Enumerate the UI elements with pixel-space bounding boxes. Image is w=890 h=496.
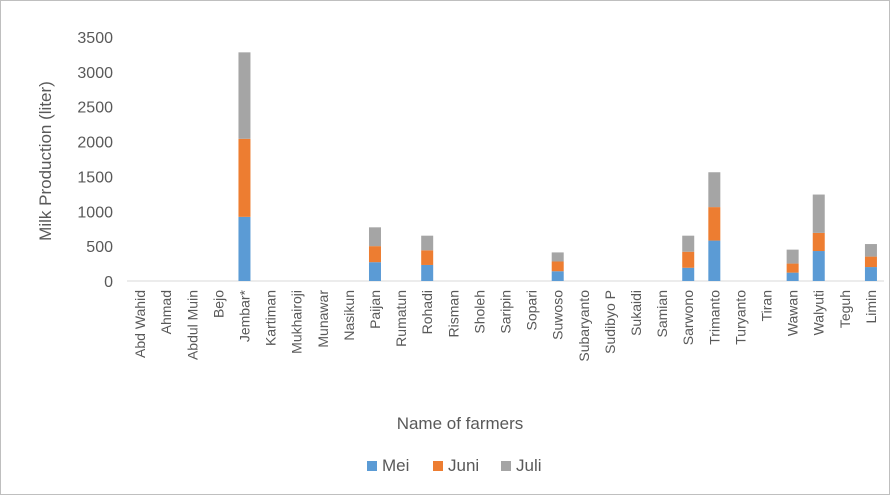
bar-mei-28	[864, 267, 877, 281]
x-tick-label: Munawar	[315, 290, 331, 348]
legend-label: Juni	[448, 456, 479, 475]
y-tick-label: 2000	[77, 135, 113, 152]
x-tick-label: Abd Wahid	[132, 290, 148, 358]
x-tick-label: Sarwono	[680, 290, 696, 345]
bar-mei-16	[551, 271, 564, 281]
y-tick-label: 500	[86, 239, 113, 256]
x-tick-label: Bejo	[210, 290, 226, 318]
x-tick-label: Paijan	[367, 290, 383, 329]
x-tick-label: Wawan	[785, 290, 801, 336]
x-tick-label: Abdul Muin	[184, 290, 200, 360]
x-tick-label: Risman	[445, 290, 461, 337]
legend-label: Juli	[516, 456, 542, 475]
x-tick-label: Jembar*	[236, 289, 252, 342]
x-tick-label: Tiran	[759, 290, 775, 321]
x-tick-label: Turyanto	[732, 290, 748, 345]
bar-mei-21	[682, 267, 695, 281]
legend-label: Mei	[382, 456, 409, 475]
bar-mei-11	[421, 264, 434, 281]
bar-juni-28	[864, 256, 877, 268]
legend-swatch	[433, 461, 443, 471]
x-tick-label: Subaryanto	[576, 290, 592, 362]
bar-juli-16	[551, 252, 564, 262]
y-tick-label: 1500	[77, 169, 113, 186]
x-tick-label: Rumatun	[393, 290, 409, 347]
x-tick-label: Sukaidi	[628, 290, 644, 336]
bar-juli-9	[368, 227, 381, 247]
x-tick-label: Sopari	[524, 290, 540, 330]
y-tick-label: 2500	[77, 100, 113, 117]
bar-juli-25	[786, 249, 799, 264]
x-tick-label: Saripin	[498, 290, 514, 334]
x-tick-label: Mukhairoji	[289, 290, 305, 354]
x-tick-label: Rohadi	[419, 290, 435, 334]
bar-juni-21	[682, 251, 695, 268]
y-tick-label: 3000	[77, 65, 113, 82]
legend-item-mei: Mei	[367, 456, 409, 475]
x-tick-label: Nasikun	[341, 290, 357, 341]
bar-juli-26	[812, 194, 825, 233]
legend-swatch	[367, 461, 377, 471]
y-tick-label: 1000	[77, 204, 113, 221]
bar-mei-25	[786, 272, 799, 281]
bar-juni-16	[551, 261, 564, 272]
x-tick-label: Walyuti	[811, 290, 827, 335]
y-axis-title: Milk Production (liter)	[36, 81, 55, 241]
x-axis-title: Name of farmers	[397, 414, 524, 433]
x-axis-ticks: Abd Wahid Ahmad Abdul Muin Bejo Jembar* Karti…	[132, 289, 879, 361]
y-tick-label: 0	[104, 274, 113, 291]
x-tick-label: Suwoso	[550, 290, 566, 340]
legend: Mei Juni Juli	[367, 456, 542, 475]
bar-juni-9	[368, 246, 381, 263]
bar-juni-4	[238, 138, 251, 217]
bar-juli-28	[864, 244, 877, 257]
bar-juli-21	[682, 235, 695, 252]
x-tick-label: Teguh	[837, 290, 853, 328]
bar-juni-11	[421, 250, 434, 265]
y-tick-label: 3500	[77, 30, 113, 47]
x-tick-label: Ahmad	[158, 290, 174, 334]
x-tick-label: Samian	[654, 290, 670, 337]
x-tick-label: Sholeh	[471, 290, 487, 334]
bar-juli-4	[238, 52, 251, 139]
bar-juli-11	[421, 235, 434, 251]
x-tick-label: Limin	[863, 290, 879, 323]
bar-mei-26	[812, 251, 825, 281]
bars	[238, 52, 877, 281]
bar-juni-22	[708, 207, 721, 241]
bar-juni-26	[812, 232, 825, 252]
bar-mei-4	[238, 216, 251, 281]
x-tick-label: Sudibyo P	[602, 290, 618, 354]
legend-item-juni: Juni	[433, 456, 479, 475]
bar-mei-22	[708, 240, 721, 281]
legend-swatch	[501, 461, 511, 471]
bar-juni-25	[786, 263, 799, 273]
legend-item-juli: Juli	[501, 456, 542, 475]
x-tick-label: Kartiman	[263, 290, 279, 346]
bar-juli-22	[708, 172, 721, 208]
bar-mei-9	[368, 262, 381, 281]
x-tick-label: Trimanto	[706, 290, 722, 345]
y-axis-ticks: 0 500 1000 1500 2000 2500 3000 3500	[77, 30, 113, 291]
